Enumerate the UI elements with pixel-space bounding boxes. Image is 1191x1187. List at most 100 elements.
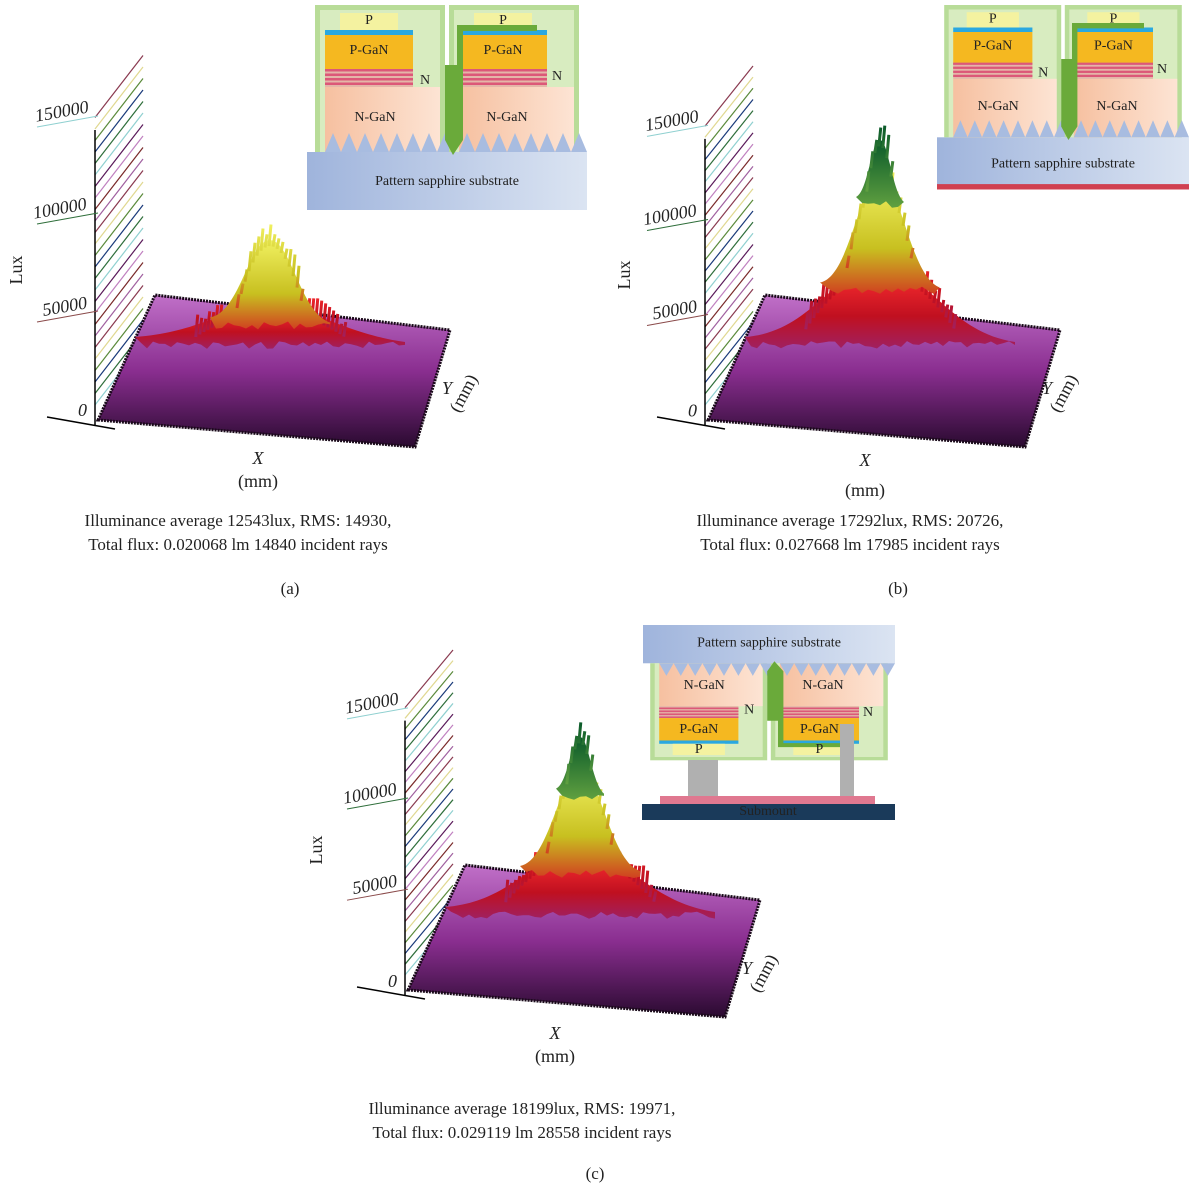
p-contact <box>793 743 846 756</box>
depth-axis-label: Y <box>1042 378 1054 398</box>
hatch-line <box>94 181 144 245</box>
hatch-line <box>94 319 144 383</box>
n-contact-label: N <box>744 702 754 717</box>
hatch-line <box>704 132 754 194</box>
hatch-line <box>704 288 754 350</box>
y-tick-label: 150000 <box>343 688 400 717</box>
hatch-line <box>704 232 754 294</box>
ito <box>325 30 413 35</box>
hatch-line <box>704 277 754 339</box>
tick-underline <box>646 314 709 327</box>
tick-underline <box>646 124 709 137</box>
n-gan-label: N-GaN <box>354 110 395 125</box>
y-axis-label: Lux <box>6 256 26 285</box>
ito <box>1073 27 1153 32</box>
hatch-line <box>704 143 754 205</box>
y-tick-label: 100000 <box>341 779 398 808</box>
ito <box>953 27 1033 32</box>
substrate <box>937 137 1189 190</box>
pillar <box>840 724 854 798</box>
caption-line: Illuminance average 18199lux, RMS: 19971… <box>369 1099 676 1118</box>
ito <box>779 740 859 744</box>
mqw-bg <box>953 62 1033 79</box>
chip-inset <box>643 625 895 761</box>
n-gan-label: N-GaN <box>1096 99 1137 114</box>
substrate-base <box>937 184 1189 190</box>
caption-line: Illuminance average 17292lux, RMS: 20726… <box>697 511 1004 530</box>
p-gan-label: P-GaN <box>679 722 718 737</box>
caption-line: Total flux: 0.020068 lm 14840 incident r… <box>88 535 388 554</box>
hatch-line <box>404 777 454 837</box>
y-tick-label: 100000 <box>641 200 698 229</box>
caption-line: Total flux: 0.029119 lm 28558 incident r… <box>373 1123 672 1142</box>
hatch-line <box>404 831 454 890</box>
hatch-line <box>94 135 144 199</box>
mqw-bg <box>659 706 739 719</box>
x-axis-label: X <box>252 448 265 468</box>
n-electrode <box>1061 23 1144 140</box>
substrate <box>643 625 895 664</box>
surface-green <box>556 737 604 800</box>
plot-panel: 150000100000500000LuxX(mm)Y(mm)Illuminan… <box>306 649 782 1183</box>
hatch-line <box>704 110 754 172</box>
p-gan-label: P-GaN <box>800 722 839 737</box>
hatch-line <box>704 311 754 372</box>
pillar <box>688 760 718 798</box>
p-contact-label: P <box>365 13 373 28</box>
tick-underline <box>346 707 409 720</box>
hatch-line <box>704 154 754 216</box>
surface-red <box>135 306 405 349</box>
p-contact <box>672 743 725 756</box>
hatch-line <box>404 670 454 730</box>
hatch-line <box>704 87 754 149</box>
mqw-bg <box>1073 62 1153 79</box>
n-gan-label: N-GaN <box>486 110 527 125</box>
tick-underline <box>346 797 409 810</box>
p-gan-label: P-GaN <box>484 43 523 58</box>
panel-label: (b) <box>888 579 908 598</box>
surface-red <box>745 268 1015 349</box>
hatch-line <box>404 810 454 869</box>
hatch-line <box>404 863 454 922</box>
hatch-line <box>94 273 144 337</box>
hatch-line <box>94 250 144 314</box>
p-contact-label: P <box>989 12 997 27</box>
chip-inset <box>307 5 587 210</box>
x-axis-unit: (mm) <box>845 480 885 501</box>
pattern-spikes <box>325 133 453 152</box>
y-tick-label: 50000 <box>351 871 399 899</box>
surface-yellow-spikes <box>235 224 305 309</box>
tick-underline <box>36 310 99 323</box>
hatch-line <box>704 177 754 239</box>
surface-yellow <box>520 773 640 878</box>
p-contact <box>340 13 398 30</box>
n-gan-label: N-GaN <box>684 678 725 693</box>
p-contact-label: P <box>1110 12 1118 27</box>
y-axis-label: Lux <box>306 836 326 865</box>
y-tick-label: 100000 <box>31 194 88 223</box>
hatch-line <box>704 210 754 272</box>
hatch-line <box>704 188 754 250</box>
n-contact-label: N <box>1157 62 1167 77</box>
surface-yellow <box>210 240 330 330</box>
y-tick-label: 0 <box>78 400 87 420</box>
n-electrode <box>445 25 537 155</box>
tick-underline <box>36 212 99 225</box>
surface-red <box>445 853 715 919</box>
p-gan <box>779 718 859 741</box>
p-gan <box>953 32 1033 63</box>
hatch-line <box>94 89 144 153</box>
hatch-line <box>404 842 454 901</box>
y-axis-label: Lux <box>614 261 634 290</box>
y-tick-label: 0 <box>388 971 397 991</box>
p-gan <box>1073 32 1153 63</box>
hatch-line <box>94 124 144 187</box>
hatch-line <box>94 170 144 233</box>
n-contact-label: N <box>863 705 873 720</box>
hatch-line <box>94 112 144 176</box>
p-gan <box>325 35 413 69</box>
plot-panel: 150000100000500000LuxX(mm)Y(mm)Illuminan… <box>6 55 482 598</box>
y-tick-label: 150000 <box>643 106 700 135</box>
depth-axis-label: Y <box>742 958 754 978</box>
hatch-line <box>704 166 754 227</box>
